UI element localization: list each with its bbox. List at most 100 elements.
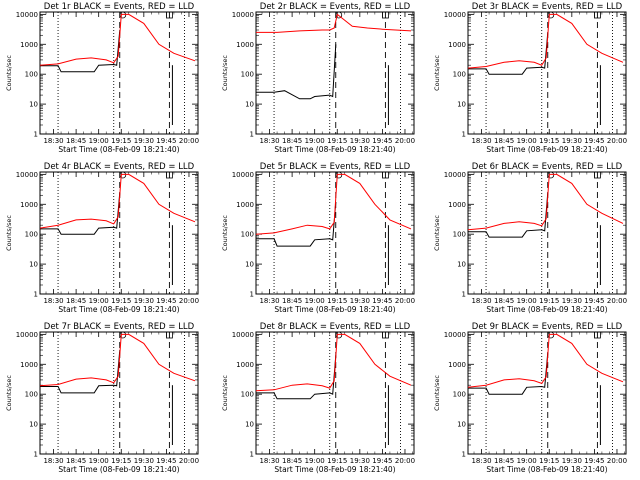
circle-marker <box>547 11 555 19</box>
chart-panel-9: Det 9r BLACK = Events, RED = LLD 1 10 100 10… <box>433 322 627 474</box>
y-tick-label: 1 <box>462 131 466 139</box>
y-tick-label: 10000 <box>232 331 254 339</box>
x-tick-label: 19:00 <box>517 457 537 465</box>
y-tick-label: 100 <box>453 231 466 239</box>
chart-title: Det 7r BLACK = Events, RED = LLD <box>44 322 195 332</box>
chart-title: Det 5r BLACK = Events, RED = LLD <box>260 162 411 172</box>
x-axis-label: Start Time (08-Feb-09 18:21:40) <box>486 465 607 474</box>
y-tick-label: 10000 <box>444 11 466 19</box>
square-marker <box>382 171 389 179</box>
x-tick-label: 20:00 <box>395 297 415 305</box>
plot-frame <box>39 171 199 295</box>
y-tick-label: 1000 <box>236 201 254 209</box>
x-tick-label: 19:15 <box>539 297 559 305</box>
y-tick-label: 10 <box>457 421 466 429</box>
x-axis-label: Start Time (08-Feb-09 18:21:40) <box>274 465 395 474</box>
x-axis-label: Start Time (08-Feb-09 18:21:40) <box>274 305 395 314</box>
circle-marker <box>335 171 343 179</box>
x-tick-label: 19:00 <box>305 457 325 465</box>
lld-series-line <box>256 173 412 235</box>
x-tick-label: 20:00 <box>179 137 199 145</box>
x-tick-label: 18:30 <box>471 297 491 305</box>
x-tick-label: 18:30 <box>43 297 63 305</box>
y-tick-label: 100 <box>25 391 38 399</box>
y-tick-label: 10000 <box>16 171 38 179</box>
y-tick-label: 1 <box>250 451 254 459</box>
x-tick-label: 18:30 <box>43 457 63 465</box>
x-tick-label: 19:15 <box>111 457 131 465</box>
y-tick-label: 10 <box>29 421 38 429</box>
y-tick-label: 1 <box>34 131 38 139</box>
x-tick-label: 19:30 <box>562 457 582 465</box>
x-tick-label: 18:45 <box>66 297 86 305</box>
chart-title: Det 3r BLACK = Events, RED = LLD <box>472 2 623 12</box>
chart-title: Det 6r BLACK = Events, RED = LLD <box>472 162 623 172</box>
chart-panel-1: Det 1r BLACK = Events, RED = LLD 1 10 100 10… <box>5 2 199 154</box>
y-tick-label: 10 <box>457 261 466 269</box>
x-tick-label: 19:45 <box>584 297 604 305</box>
x-tick-label: 18:30 <box>259 457 279 465</box>
x-tick-label: 19:00 <box>517 297 537 305</box>
x-tick-label: 19:45 <box>584 457 604 465</box>
lld-series-line <box>256 13 412 33</box>
square-marker <box>382 11 389 19</box>
plot-frame <box>467 331 627 455</box>
y-axis-label: Counts/sec <box>221 55 229 91</box>
y-tick-label: 100 <box>241 391 254 399</box>
square-marker <box>166 11 173 19</box>
x-tick-label: 19:45 <box>156 137 176 145</box>
chart-panel-7: Det 7r BLACK = Events, RED = LLD 1 10 100 10… <box>5 322 199 474</box>
x-axis-label: Start Time (08-Feb-09 18:21:40) <box>58 465 179 474</box>
y-tick-label: 1000 <box>236 41 254 49</box>
circle-marker <box>547 171 555 179</box>
events-series-line <box>40 192 121 235</box>
y-tick-label: 100 <box>25 71 38 79</box>
plot-frame <box>39 331 199 455</box>
y-axis-label: Counts/sec <box>5 55 13 91</box>
y-tick-label: 1 <box>250 291 254 299</box>
plot-frame <box>255 171 415 295</box>
x-tick-label: 19:30 <box>350 297 370 305</box>
x-tick-label: 18:45 <box>494 457 514 465</box>
y-tick-label: 10000 <box>444 171 466 179</box>
square-marker <box>166 331 173 339</box>
plot-frame <box>467 11 627 135</box>
x-tick-label: 19:30 <box>134 137 154 145</box>
y-tick-label: 1000 <box>448 41 466 49</box>
x-tick-label: 19:00 <box>305 297 325 305</box>
chart-title: Det 2r BLACK = Events, RED = LLD <box>260 2 411 12</box>
events-series-line <box>256 44 337 100</box>
x-tick-label: 18:45 <box>282 457 302 465</box>
x-tick-label: 19:30 <box>134 457 154 465</box>
y-tick-label: 100 <box>241 71 254 79</box>
lld-series-line <box>256 333 412 392</box>
x-tick-label: 19:30 <box>134 297 154 305</box>
y-tick-label: 1000 <box>20 41 38 49</box>
lld-series-line <box>40 173 196 229</box>
x-tick-label: 19:15 <box>111 137 131 145</box>
y-tick-label: 1000 <box>448 361 466 369</box>
y-tick-label: 1000 <box>20 361 38 369</box>
y-tick-label: 100 <box>241 231 254 239</box>
y-axis-label: Counts/sec <box>221 375 229 411</box>
x-tick-label: 19:30 <box>350 137 370 145</box>
circle-marker <box>335 11 343 19</box>
chart-title: Det 9r BLACK = Events, RED = LLD <box>472 322 623 332</box>
x-tick-label: 19:30 <box>562 297 582 305</box>
y-tick-label: 10000 <box>16 11 38 19</box>
chart-panel-3: Det 3r BLACK = Events, RED = LLD 1 10 100 10… <box>433 2 627 154</box>
y-axis-label: Counts/sec <box>221 215 229 251</box>
x-tick-label: 18:45 <box>282 137 302 145</box>
circle-marker <box>119 331 127 339</box>
y-tick-label: 10 <box>245 421 254 429</box>
x-tick-label: 19:30 <box>350 457 370 465</box>
x-tick-label: 18:30 <box>259 297 279 305</box>
chart-panel-6: Det 6r BLACK = Events, RED = LLD 1 10 100 10… <box>433 162 627 314</box>
y-axis-label: Counts/sec <box>433 215 441 251</box>
x-tick-label: 18:30 <box>471 457 491 465</box>
y-tick-label: 10000 <box>16 331 38 339</box>
x-axis-label: Start Time (08-Feb-09 18:21:40) <box>486 145 607 154</box>
x-axis-label: Start Time (08-Feb-09 18:21:40) <box>58 305 179 314</box>
plot-frame <box>39 11 199 135</box>
